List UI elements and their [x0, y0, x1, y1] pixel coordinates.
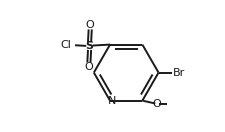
Text: O: O — [86, 20, 94, 30]
Text: O: O — [152, 99, 161, 109]
Text: N: N — [107, 96, 115, 106]
Text: O: O — [84, 62, 93, 72]
Text: Br: Br — [172, 68, 184, 78]
Text: Cl: Cl — [60, 40, 71, 50]
Text: S: S — [85, 41, 93, 51]
